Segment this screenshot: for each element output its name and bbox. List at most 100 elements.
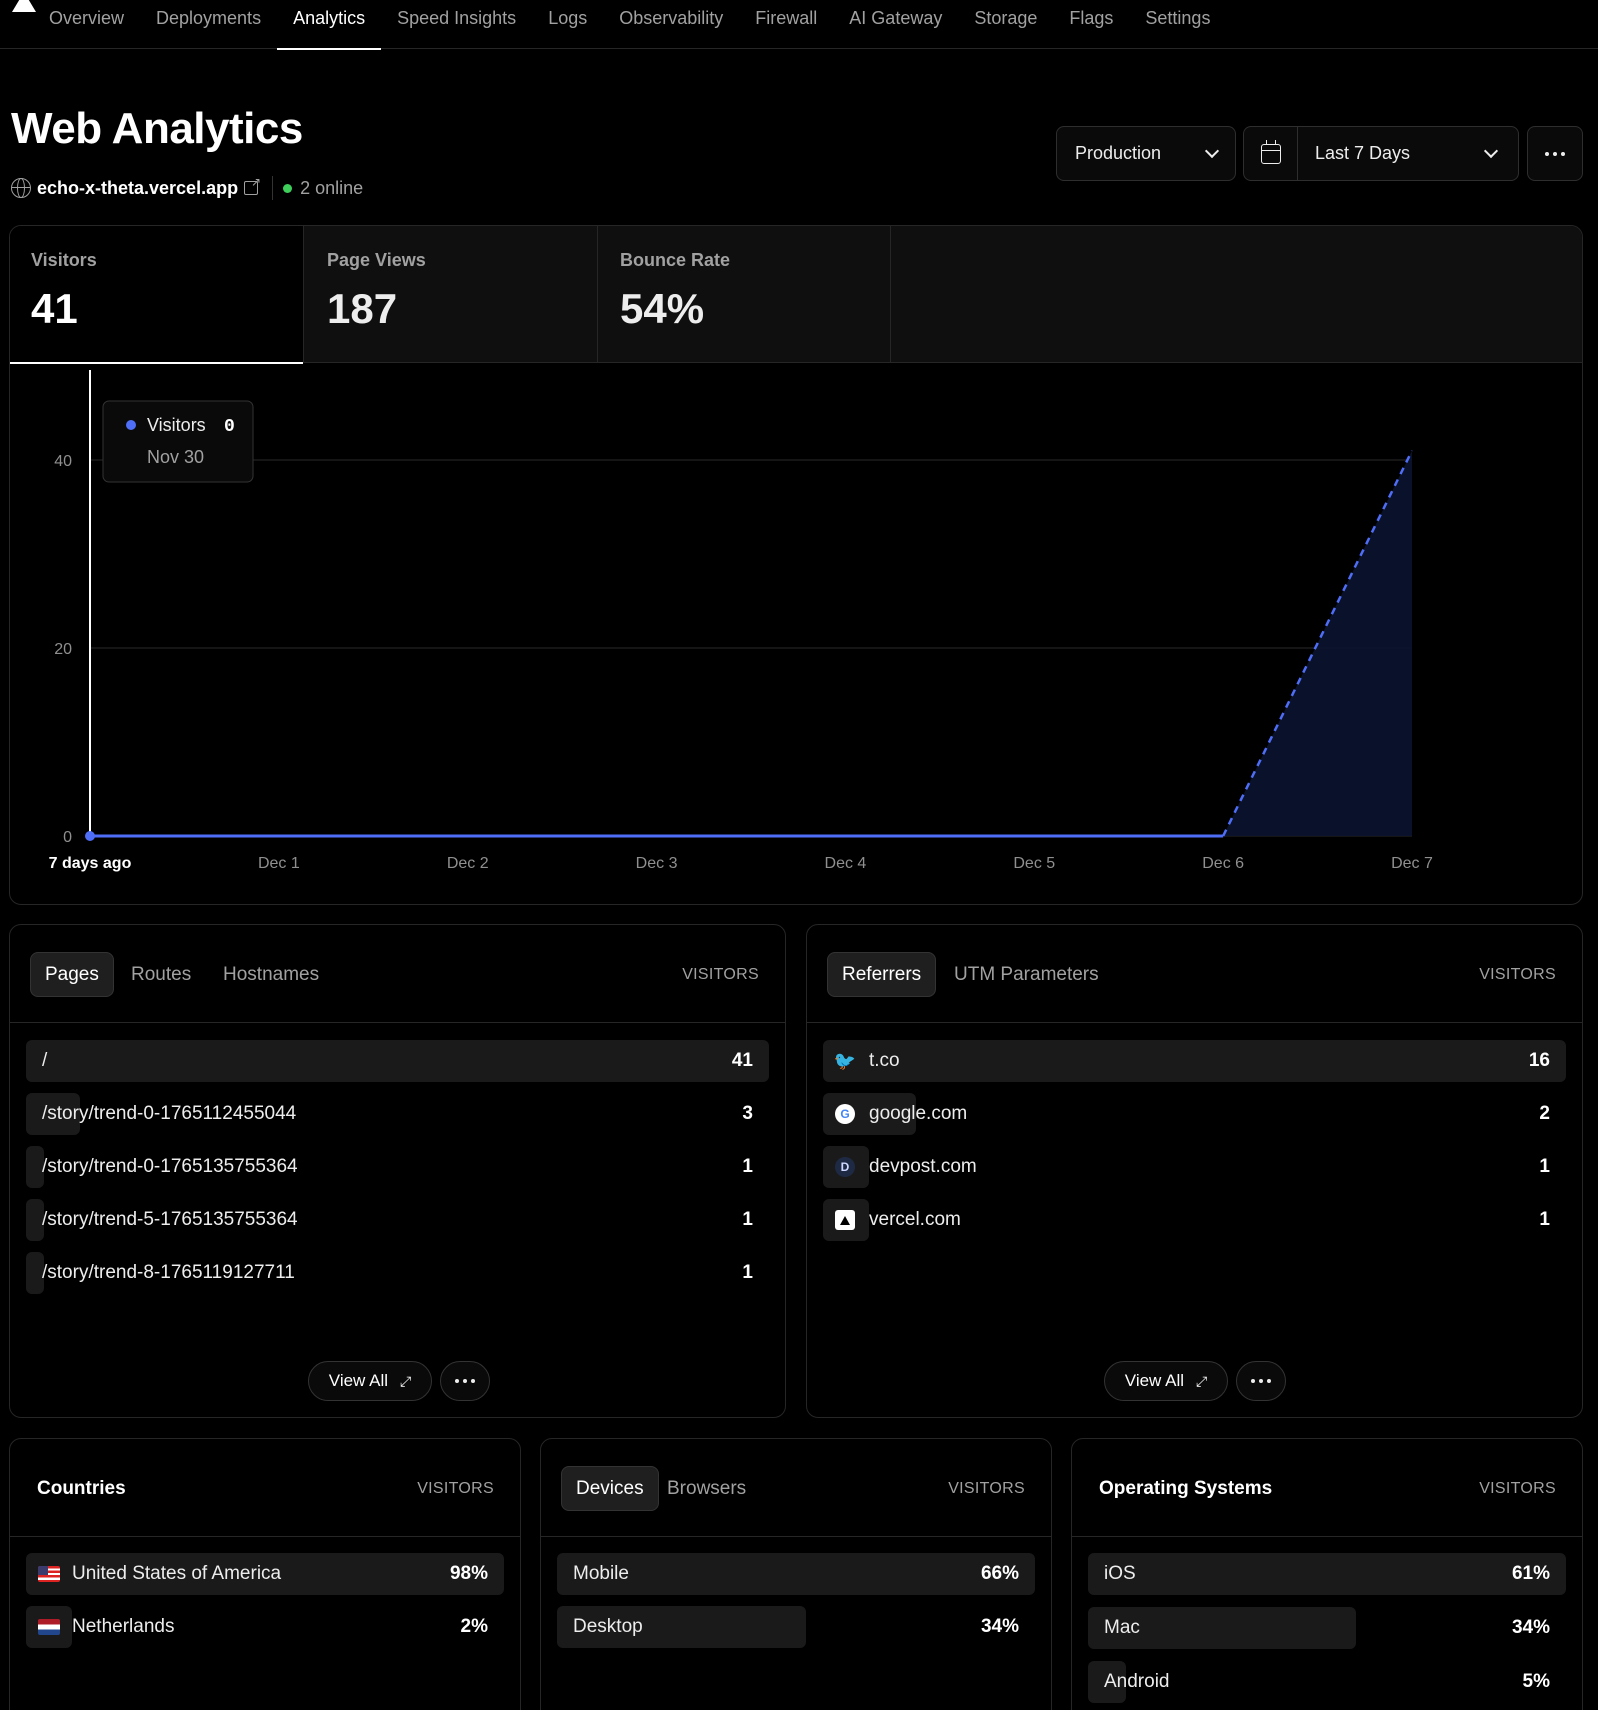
column-header: VISITORS (1479, 1480, 1556, 1497)
tab-devices[interactable]: Devices (561, 1466, 659, 1511)
row-label: vercel.com (869, 1209, 961, 1230)
online-count: 2 online (300, 177, 364, 198)
tab-referrers[interactable]: Referrers (827, 952, 937, 997)
row-label: United States of America (72, 1563, 282, 1584)
country-row[interactable]: Netherlands 2% (26, 1606, 504, 1648)
row-label: Mobile (573, 1563, 629, 1584)
panel-header: Devices Browsers VISITORS (541, 1439, 1051, 1537)
row-value: 16 (1528, 1050, 1550, 1071)
referrers-panel: Referrers UTM Parameters VISITORS 🐦 t.co 1… (806, 924, 1583, 1418)
view-all-label: View All (328, 1371, 388, 1390)
country-row[interactable]: United States of America 98% (26, 1553, 504, 1595)
tooltip-date: Nov 30 (147, 447, 204, 467)
tab-storage[interactable]: Storage (974, 8, 1038, 28)
environment-value: Production (1075, 143, 1162, 163)
tab-observability[interactable]: Observability (619, 8, 724, 28)
external-link-icon[interactable] (244, 175, 261, 195)
page-title: Web Analytics (11, 104, 303, 153)
row-bar (26, 1093, 81, 1135)
row-value: 2 (1539, 1103, 1550, 1124)
tab-routes[interactable]: Routes (131, 964, 192, 985)
os-row[interactable]: Mac 34% (1088, 1607, 1566, 1649)
top-nav: Overview Deployments Analytics Speed Ins… (0, 0, 1598, 50)
more-options-button[interactable] (1527, 126, 1583, 181)
chevron-down-icon (1483, 143, 1499, 158)
tooltip-series: Visitors (147, 415, 206, 435)
tab-ai-gateway[interactable]: AI Gateway (849, 8, 943, 28)
row-bar (823, 1040, 1566, 1082)
row-value: 5% (1522, 1671, 1550, 1692)
online-indicator-icon (283, 183, 293, 193)
row-bar (26, 1199, 44, 1241)
y-tick-label: 0 (63, 829, 72, 846)
row-label: Android (1104, 1671, 1170, 1692)
tab-pages[interactable]: Pages (30, 952, 114, 997)
chevron-down-icon (1204, 143, 1220, 158)
metric-visitors[interactable]: Visitors 41 (10, 226, 304, 364)
os-panel: Operating Systems VISITORS iOS 61% Mac 34% A… (1071, 1438, 1583, 1710)
countries-panel: Countries VISITORS United States of Amer… (9, 1438, 521, 1710)
vercel-icon (835, 1210, 855, 1230)
tooltip (102, 400, 254, 483)
nl-flag-icon (38, 1619, 60, 1635)
metric-bounce-rate[interactable]: Bounce Rate 54% (598, 226, 891, 363)
nav-tabs: Overview Deployments Analytics Speed Ins… (33, 0, 1226, 50)
x-tick-label: Dec 7 (1391, 855, 1433, 872)
metric-page-views[interactable]: Page Views 187 (304, 226, 598, 363)
referrer-row[interactable]: vercel.com 1 (823, 1199, 1566, 1241)
tab-logs[interactable]: Logs (548, 8, 588, 28)
tab-browsers[interactable]: Browsers (667, 1478, 747, 1499)
tab-hostnames[interactable]: Hostnames (223, 964, 320, 985)
more-icon (1251, 1379, 1271, 1383)
metric-value: 54% (620, 285, 705, 332)
os-row[interactable]: Android 5% (1088, 1661, 1566, 1703)
row-value: 3 (742, 1103, 753, 1124)
device-row[interactable]: Mobile 66% (557, 1553, 1035, 1595)
series-line-projected (1222, 450, 1414, 837)
row-value: 41 (731, 1050, 753, 1071)
page-row[interactable]: /story/trend-5-1765135755364 1 (26, 1199, 769, 1241)
row-bar (26, 1252, 44, 1294)
row-value: 34% (1511, 1617, 1550, 1638)
column-header: VISITORS (417, 1480, 494, 1497)
date-range-select[interactable]: Last 7 Days (1243, 126, 1519, 181)
page-row[interactable]: /story/trend-8-1765119127711 1 (26, 1252, 769, 1294)
visitors-chart[interactable]: 0 20 40 7 days ago Dec 1 Dec 2 Dec 3 Dec 4 Dec 5… (10, 363, 1582, 903)
row-bar (1088, 1661, 1127, 1703)
more-options-button[interactable] (440, 1361, 490, 1401)
vercel-logo-icon[interactable] (12, 0, 36, 12)
referrer-row[interactable]: 🐦 t.co 16 (823, 1040, 1566, 1082)
tab-deployments[interactable]: Deployments (156, 8, 262, 28)
device-row[interactable]: Desktop 34% (557, 1606, 1035, 1648)
row-bar (557, 1553, 1035, 1595)
tab-utm-parameters[interactable]: UTM Parameters (954, 964, 1099, 985)
more-options-button[interactable] (1236, 1361, 1286, 1401)
view-all-button[interactable]: View All ⤢ (1104, 1361, 1228, 1401)
page-row[interactable]: /story/trend-0-1765135755364 1 (26, 1146, 769, 1188)
panel-header: Referrers UTM Parameters VISITORS (807, 925, 1582, 1023)
calendar-button[interactable] (1244, 127, 1298, 180)
row-label: devpost.com (869, 1156, 977, 1177)
tab-flags[interactable]: Flags (1069, 8, 1114, 28)
os-row[interactable]: iOS 61% (1088, 1553, 1566, 1595)
tab-analytics[interactable]: Analytics (277, 0, 382, 50)
globe-icon (11, 178, 31, 198)
domain-link[interactable]: echo-x-theta.vercel.app (37, 177, 239, 198)
tab-firewall[interactable]: Firewall (755, 8, 818, 28)
row-value: 98% (449, 1563, 488, 1584)
tab-overview[interactable]: Overview (49, 8, 125, 28)
tab-speed-insights[interactable]: Speed Insights (397, 8, 517, 28)
view-all-button[interactable]: View All ⤢ (308, 1361, 432, 1401)
row-value: 34% (980, 1616, 1019, 1637)
environment-select[interactable]: Production (1056, 126, 1236, 181)
page-row[interactable]: /story/trend-0-1765112455044 3 (26, 1093, 769, 1135)
metric-value: 41 (31, 285, 78, 332)
page-row[interactable]: / 41 (26, 1040, 769, 1082)
row-bar (26, 1040, 769, 1082)
row-label: /story/trend-0-1765135755364 (42, 1156, 298, 1177)
calendar-icon (1260, 139, 1281, 164)
row-label: / (42, 1050, 48, 1071)
tab-settings[interactable]: Settings (1145, 8, 1211, 28)
